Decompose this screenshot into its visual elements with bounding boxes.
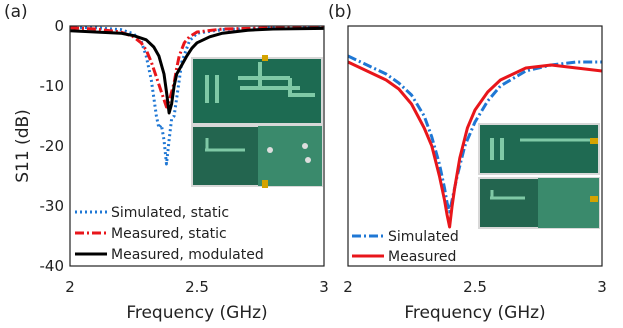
panel-a-ytick-minus30: -30 bbox=[40, 197, 65, 215]
panel-b-series-line-1 bbox=[347, 60, 603, 229]
panel-a-ytick-minus10: -10 bbox=[40, 77, 65, 95]
panel-b-series-line-0 bbox=[347, 54, 602, 214]
panel-a-series bbox=[69, 25, 325, 166]
panel-a-series-line-1 bbox=[69, 26, 324, 109]
panel-a-xlabel: Frequency (GHz) bbox=[126, 303, 267, 323]
panel-b-xtick-2: 2 bbox=[343, 278, 353, 296]
panel-a-ytick-minus20: -20 bbox=[40, 137, 65, 155]
panel-a-xtick-2-5: 2.5 bbox=[185, 278, 209, 296]
legend-label-measured-modulated: Measured, modulated bbox=[111, 247, 264, 263]
panel-b-tick-labels: 2 2.5 3 bbox=[343, 278, 607, 296]
panel-b: (b) Frequency (GHz) 2 2.5 3 Simulated M bbox=[328, 2, 607, 323]
panel-a: (a) S11 (dB) Frequency (GHz) 2 2.5 3 0 -… bbox=[4, 2, 329, 323]
panel-b-xlabel: Frequency (GHz) bbox=[404, 303, 545, 323]
legend-label-simulated: Simulated bbox=[388, 229, 459, 245]
legend-label-measured-static: Measured, static bbox=[111, 226, 227, 242]
panel-a-inset-photo-top bbox=[191, 55, 323, 125]
panel-a-tick-labels: 2 2.5 3 0 -10 -20 -30 -40 bbox=[40, 17, 329, 296]
panel-b-inset-photo-top bbox=[478, 123, 600, 175]
panel-b-label: (b) bbox=[328, 2, 352, 22]
panel-a-ytick-minus40: -40 bbox=[40, 257, 65, 275]
panel-a-xtick-2: 2 bbox=[65, 278, 75, 296]
panel-b-xtick-2-5: 2.5 bbox=[463, 278, 487, 296]
panel-b-inset-photo-bottom bbox=[478, 177, 600, 229]
panel-a-ylabel: S11 (dB) bbox=[13, 109, 33, 183]
panel-a-plot-frame bbox=[69, 25, 325, 267]
panel-a-ytick-0: 0 bbox=[54, 17, 64, 35]
panel-a-series-line-2 bbox=[69, 26, 325, 115]
panel-a-label: (a) bbox=[4, 2, 28, 22]
panel-a-inset-photo-bottom bbox=[191, 125, 323, 188]
legend-label-measured: Measured bbox=[388, 249, 456, 265]
panel-a-xtick-3: 3 bbox=[319, 278, 329, 296]
panel-b-series bbox=[347, 54, 603, 229]
panel-b-plot-frame bbox=[347, 25, 603, 267]
panel-b-legend: Simulated Measured bbox=[352, 229, 459, 265]
panel-a-legend: Simulated, static Measured, static Measu… bbox=[75, 205, 264, 263]
legend-label-simulated-static: Simulated, static bbox=[111, 205, 229, 221]
panel-b-xtick-3: 3 bbox=[597, 278, 607, 296]
